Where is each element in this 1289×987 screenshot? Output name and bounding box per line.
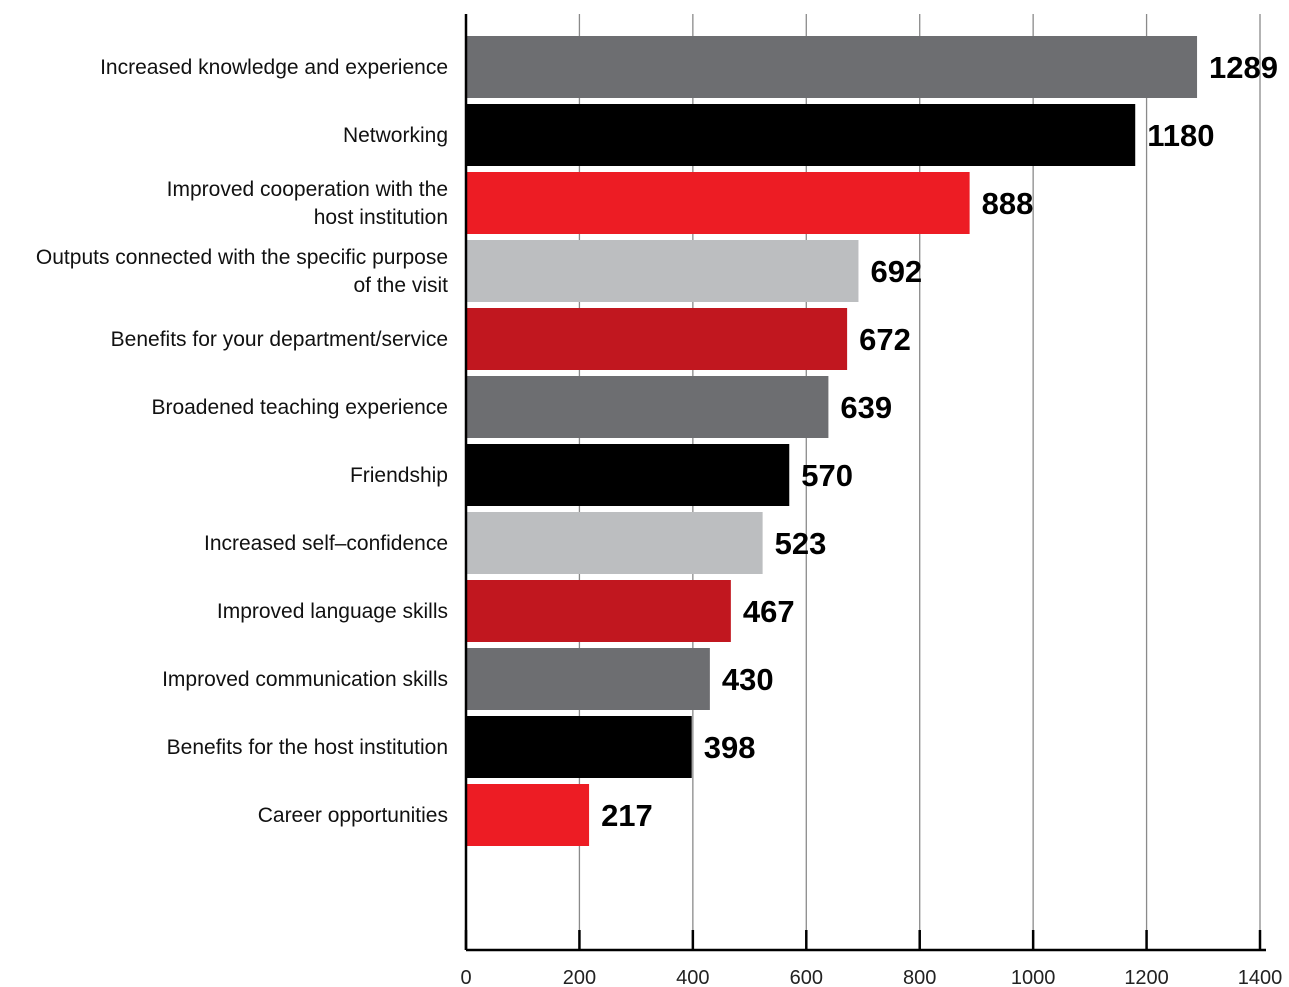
bar [466, 784, 590, 846]
value-label: 523 [775, 526, 827, 561]
bar [466, 376, 829, 438]
category-label: of the visit [353, 274, 448, 297]
value-label: 1180 [1147, 118, 1214, 153]
x-tick-label: 1400 [1238, 967, 1283, 987]
x-tick-label: 400 [676, 967, 709, 987]
category-labels: Increased knowledge and experience Networ… [36, 56, 448, 827]
bars [466, 36, 1198, 846]
x-tick-label: 1200 [1124, 967, 1169, 987]
value-label: 570 [801, 458, 853, 493]
bar [466, 240, 859, 302]
value-label: 672 [859, 322, 911, 357]
x-tick-label: 1000 [1011, 967, 1056, 987]
category-label: host institution [314, 206, 448, 229]
axes [464, 14, 1266, 952]
category-label: Career opportunities [258, 804, 448, 827]
x-tick-label: 600 [790, 967, 823, 987]
gridlines [578, 14, 1261, 950]
value-label: 430 [722, 662, 774, 697]
value-label: 398 [704, 730, 756, 765]
value-label: 1289 [1209, 50, 1278, 85]
bar [466, 580, 731, 642]
category-label: Broadened teaching experience [151, 396, 448, 419]
x-tick-label: 200 [563, 967, 596, 987]
category-label: Friendship [350, 464, 448, 487]
bar [466, 308, 848, 370]
category-label: Networking [343, 124, 448, 147]
bar [466, 104, 1136, 166]
category-label: Increased self–confidence [204, 532, 448, 555]
category-label: Outputs connected with the specific purp… [36, 246, 448, 269]
value-label: 888 [982, 186, 1034, 221]
x-ticks: 0 200 400 600 800 1000 1200 1400 [460, 930, 1282, 987]
x-tick-label: 800 [903, 967, 936, 987]
bar [466, 648, 710, 710]
bar [466, 444, 790, 506]
value-label: 639 [840, 390, 892, 425]
value-labels: 1289 1180 888 692 672 639 570 523 467 430 398 217 [601, 50, 1278, 833]
category-label: Improved language skills [217, 600, 448, 623]
bar [466, 716, 692, 778]
category-label: Benefits for your department/service [111, 328, 448, 351]
category-label: Increased knowledge and experience [100, 56, 448, 79]
value-label: 217 [601, 798, 653, 833]
value-label: 467 [743, 594, 795, 629]
bar [466, 512, 763, 574]
x-tick-label: 0 [460, 967, 471, 987]
bar [466, 36, 1198, 98]
value-label: 692 [870, 254, 922, 289]
category-label: Improved cooperation with the [167, 178, 448, 201]
category-label: Benefits for the host institution [167, 736, 448, 759]
category-label: Improved communication skills [162, 668, 448, 691]
bar [466, 172, 970, 234]
